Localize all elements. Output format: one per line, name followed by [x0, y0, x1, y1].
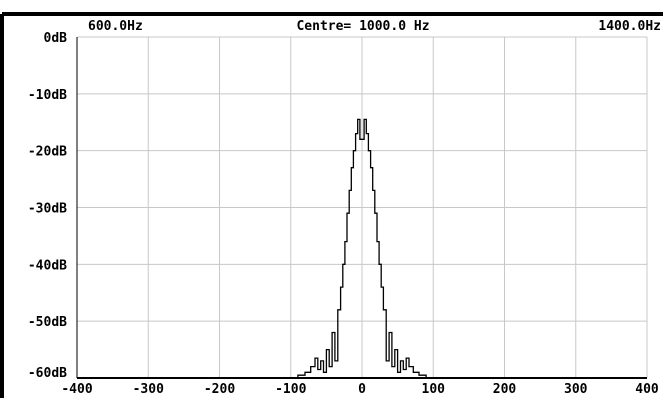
x-tick-label-7: 300 — [564, 382, 588, 397]
x-tick-label-6: 200 — [493, 382, 517, 397]
x-tick-label-8: 400 — [635, 382, 659, 397]
y-tick-label-2: -20dB — [28, 145, 67, 160]
x-tick-labels: -400 -300 -200 -100 0 100 200 300 400 — [61, 382, 659, 397]
x-tick-label-1: -300 — [133, 382, 164, 397]
x-tick-label-2: -200 — [204, 382, 235, 397]
y-tick-label-6: -60dB — [28, 366, 67, 381]
centre-frequency-label: Centre= 1000.0 Hz — [296, 19, 429, 34]
stop-frequency-label: 1400.0Hz — [598, 19, 661, 34]
grid-lines — [76, 36, 648, 379]
trace-layer — [77, 118, 647, 379]
y-tick-labels: 0dB -10dB -20dB -30dB -40dB -50dB -60dB — [28, 31, 67, 381]
y-tick-label-5: -50dB — [28, 315, 67, 330]
y-tick-label-3: -30dB — [28, 202, 67, 217]
x-tick-label-3: -100 — [275, 382, 306, 397]
y-tick-label-1: -10dB — [28, 88, 67, 103]
x-tick-label-4: 0 — [358, 382, 366, 397]
y-tick-label-0: 0dB — [44, 31, 68, 46]
x-tick-label-0: -400 — [61, 382, 92, 397]
y-tick-label-4: -40dB — [28, 258, 67, 273]
x-tick-label-5: 100 — [422, 382, 446, 397]
spectrum-trace — [77, 118, 647, 379]
start-frequency-label: 600.0Hz — [88, 19, 143, 34]
